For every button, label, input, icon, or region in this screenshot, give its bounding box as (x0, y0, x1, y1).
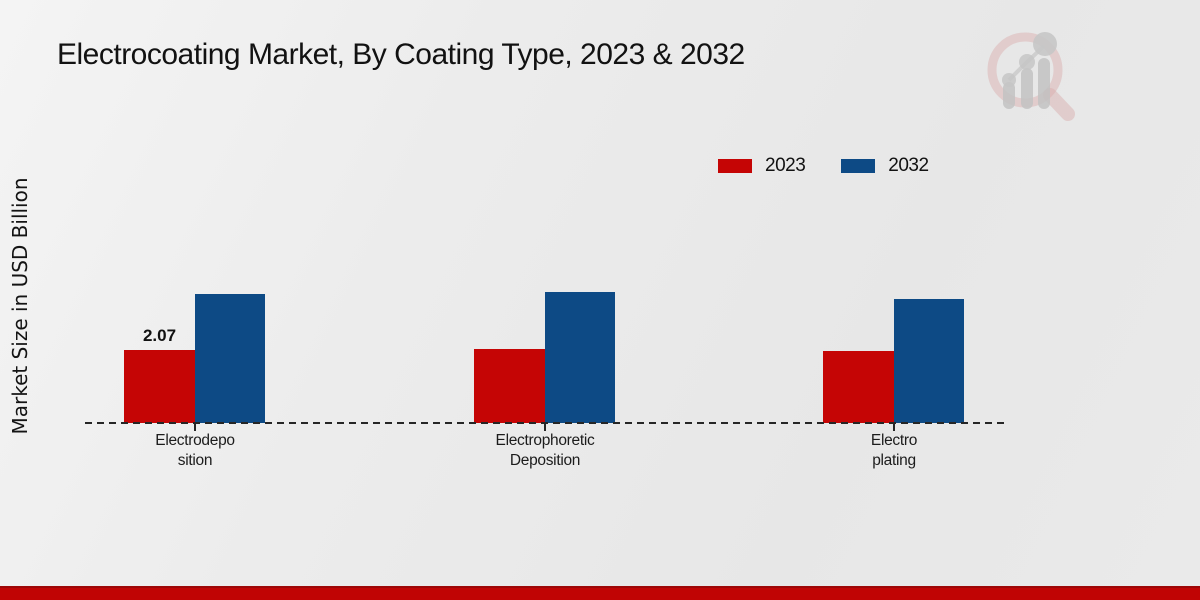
footer-accent-strip (0, 586, 1200, 600)
bar-2023-electroplating (823, 351, 894, 423)
bar-group-electroplating (823, 0, 964, 423)
category-label-electroplating: Electro plating (870, 432, 918, 469)
bar-2023-electrophoretic-deposition (474, 349, 545, 423)
bar-group-electrophoretic-deposition (474, 0, 615, 423)
legend-swatch-2032 (841, 159, 876, 173)
legend-label-2032: 2032 (888, 155, 929, 176)
bar-2032-electrodeposition (195, 294, 265, 423)
x-axis-tick (544, 423, 546, 431)
magnifier-barchart-watermark-icon (987, 32, 1075, 121)
bar-2032-electroplating (894, 299, 964, 423)
bar-2023-electrodeposition (124, 350, 195, 423)
category-label-electrophoretic-deposition: Electrophoretic Deposition (495, 432, 595, 469)
x-axis-baseline (85, 422, 1007, 424)
legend-item-2023: 2023 (718, 155, 806, 177)
category-label-electrodeposition: Electrodepo sition (155, 432, 235, 469)
legend-item-2032: 2032 (841, 155, 929, 177)
legend-swatch-2023 (718, 159, 752, 173)
bar-group-electrodeposition (124, 0, 265, 423)
legend-label-2023: 2023 (765, 155, 806, 176)
x-axis-tick (194, 423, 196, 431)
bar-2032-electrophoretic-deposition (545, 292, 615, 423)
x-axis-tick (893, 423, 895, 431)
bar-value-label: 2.07 (142, 326, 177, 345)
legend: 2023 2032 (718, 155, 929, 177)
chart-title: Electrocoating Market, By Coating Type, … (57, 38, 745, 71)
